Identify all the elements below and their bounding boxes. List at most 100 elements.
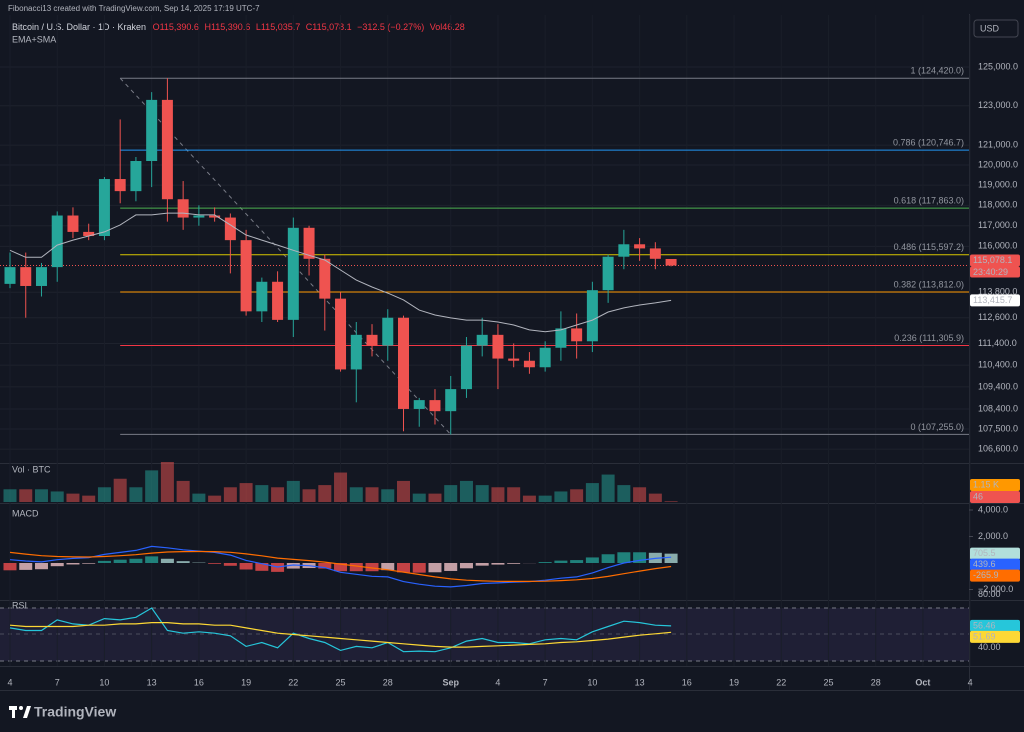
candle-body bbox=[649, 248, 661, 259]
volume-bar bbox=[522, 495, 536, 502]
volume-bar bbox=[66, 493, 80, 502]
macd-histogram bbox=[412, 563, 426, 573]
volume-bar bbox=[538, 495, 552, 502]
fib-label: 0.786 (120,746.7) bbox=[893, 137, 964, 147]
candle-body bbox=[51, 215, 63, 268]
fib-label: 1 (124,420.0) bbox=[910, 66, 964, 76]
candle-body bbox=[98, 179, 110, 237]
macd-histogram bbox=[129, 558, 143, 564]
volume-label-bg bbox=[970, 491, 1020, 503]
volume-bar bbox=[459, 480, 473, 502]
y-tick-label: 125,000.0 bbox=[978, 61, 1018, 71]
macd-histogram bbox=[34, 563, 48, 570]
volume-bar bbox=[365, 487, 379, 502]
macd-histogram bbox=[444, 563, 458, 571]
macd-histogram bbox=[318, 563, 332, 569]
rsi-line bbox=[9, 622, 672, 648]
x-tick-label: 13 bbox=[147, 677, 157, 687]
macd-histogram bbox=[585, 557, 599, 564]
volume-bar bbox=[34, 489, 48, 502]
macd-histogram bbox=[365, 563, 379, 572]
candle-body bbox=[35, 267, 47, 286]
ohlc: C115,078.1 bbox=[306, 22, 352, 32]
macd-histogram bbox=[223, 563, 237, 566]
macd-histogram bbox=[617, 552, 631, 564]
macd-histogram bbox=[286, 563, 300, 569]
rsi-label: 56.46 bbox=[973, 620, 996, 630]
volume-bar bbox=[554, 491, 568, 502]
volume-bar bbox=[286, 480, 300, 502]
candle-body bbox=[193, 215, 205, 218]
y-tick-label: −2,000.0 bbox=[978, 584, 1013, 594]
rsi-label-bg bbox=[970, 630, 1020, 643]
y-tick-label: 118,000.0 bbox=[978, 200, 1017, 210]
candle-body bbox=[429, 400, 441, 412]
x-tick-label: 4 bbox=[7, 677, 12, 687]
macd-line bbox=[9, 545, 672, 588]
y-tick-label: 108,400.0 bbox=[978, 403, 1018, 413]
ema-label-bg bbox=[970, 294, 1020, 307]
x-tick-label: 19 bbox=[241, 677, 251, 687]
volume-bar bbox=[208, 495, 222, 502]
macd-histogram bbox=[428, 563, 442, 573]
candle-body bbox=[146, 99, 158, 161]
candle-body bbox=[350, 334, 362, 370]
volume-bar bbox=[160, 462, 174, 502]
volume-bar bbox=[397, 480, 410, 502]
y-tick-label: 121,000.0 bbox=[978, 139, 1018, 149]
candle-body bbox=[209, 215, 221, 218]
candle-body bbox=[571, 328, 583, 342]
x-tick-label: 10 bbox=[587, 677, 597, 687]
x-tick-label: 7 bbox=[543, 677, 548, 687]
candle-body bbox=[177, 199, 189, 218]
x-tick-label: 28 bbox=[383, 677, 393, 687]
candle-body bbox=[319, 258, 331, 299]
volume-bar bbox=[192, 493, 206, 502]
candle-body bbox=[303, 227, 315, 259]
macd-histogram bbox=[381, 563, 395, 571]
candle-body bbox=[586, 290, 598, 342]
last-price-label-bg bbox=[970, 254, 1020, 267]
macd-histogram bbox=[554, 560, 568, 564]
volume-bar bbox=[129, 487, 143, 502]
rsi-line bbox=[9, 607, 672, 653]
candle-body bbox=[256, 281, 268, 312]
candle-body bbox=[67, 215, 79, 232]
rsi-label: 51.69 bbox=[973, 631, 996, 641]
volume-bar bbox=[475, 485, 489, 502]
candle-body bbox=[4, 267, 16, 284]
symbol: Bitcoin / U.S. Dollar · 1D · Kraken bbox=[12, 22, 146, 32]
y-tick-label: 116,000.0 bbox=[978, 241, 1017, 251]
fib-label: 0.618 (117,863.0) bbox=[894, 195, 964, 205]
y-tick-label: 123,000.0 bbox=[978, 100, 1018, 110]
volume-bar bbox=[617, 485, 631, 502]
candle-body bbox=[287, 227, 299, 320]
currency[interactable]: USD bbox=[980, 23, 1000, 33]
fib-trend-line bbox=[119, 77, 452, 435]
x-tick-label: 10 bbox=[99, 677, 109, 687]
macd-label-bg bbox=[970, 558, 1020, 571]
x-tick-label: 22 bbox=[776, 677, 786, 687]
volume-bar bbox=[444, 485, 458, 502]
panel-title: MACD bbox=[12, 508, 39, 518]
volume-bar bbox=[507, 487, 521, 502]
macd-histogram bbox=[633, 552, 647, 564]
currency-button[interactable] bbox=[973, 19, 1019, 38]
x-tick-label: 4 bbox=[495, 677, 500, 687]
volume-bar bbox=[3, 489, 17, 502]
candle-body bbox=[224, 217, 236, 241]
candle-body bbox=[508, 358, 520, 361]
panel-title: Vol · BTC bbox=[12, 464, 51, 474]
volume: Vol46.28 bbox=[430, 22, 465, 32]
x-tick-label: 25 bbox=[823, 677, 833, 687]
volume-bar bbox=[176, 480, 190, 502]
volume-bar bbox=[381, 489, 395, 502]
y-tick-label: 113,800.0 bbox=[978, 287, 1017, 297]
legend: Bitcoin / U.S. Dollar · 1D · Kraken O115… bbox=[12, 22, 465, 32]
fib-label: 0.236 (111,305.9) bbox=[894, 333, 964, 343]
macd-histogram bbox=[538, 562, 552, 564]
volume-bar bbox=[664, 501, 678, 502]
volume-bar bbox=[412, 493, 426, 502]
volume-ma-label: 1.15 K bbox=[973, 479, 999, 489]
